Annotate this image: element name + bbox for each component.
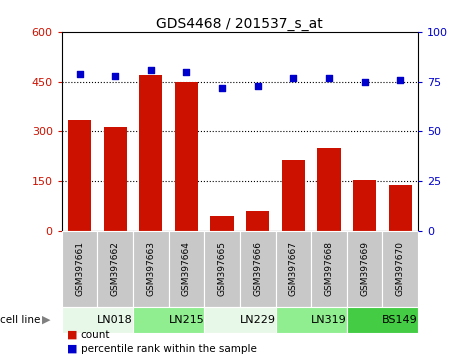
Bar (246, 211, 269, 231)
Text: LN229: LN229 (240, 315, 276, 325)
Text: BS149: BS149 (382, 315, 418, 325)
Bar (382, 231, 418, 307)
Text: ▶: ▶ (42, 315, 50, 325)
Text: LN215: LN215 (169, 315, 204, 325)
Bar (210, 216, 234, 231)
Bar (204, 231, 240, 307)
Bar (276, 231, 311, 307)
Text: ■: ■ (66, 330, 77, 339)
Point (254, 83, 261, 88)
Text: ■: ■ (66, 344, 77, 354)
Point (147, 67, 155, 73)
Text: GSM397665: GSM397665 (218, 241, 227, 297)
Text: GSM397663: GSM397663 (146, 241, 155, 297)
Point (325, 75, 332, 80)
Bar (240, 231, 276, 307)
Title: GDS4468 / 201537_s_at: GDS4468 / 201537_s_at (156, 17, 323, 31)
Bar (169, 231, 204, 307)
Bar (175, 82, 198, 231)
Text: GSM397670: GSM397670 (396, 241, 405, 297)
Bar (276, 307, 347, 333)
Text: GSM397662: GSM397662 (111, 241, 120, 296)
Bar (282, 160, 305, 231)
Text: cell line: cell line (0, 315, 41, 325)
Text: GSM397669: GSM397669 (360, 241, 369, 297)
Bar (62, 307, 133, 333)
Point (396, 77, 404, 82)
Bar (317, 148, 341, 231)
Bar (104, 126, 127, 231)
Point (361, 79, 369, 85)
Text: GSM397664: GSM397664 (182, 241, 191, 296)
Bar (133, 231, 169, 307)
Bar (389, 185, 412, 231)
Bar (311, 231, 347, 307)
Text: GSM397667: GSM397667 (289, 241, 298, 297)
Bar (133, 307, 204, 333)
Text: GSM397668: GSM397668 (324, 241, 333, 297)
Point (76, 71, 84, 76)
Bar (97, 231, 133, 307)
Bar (353, 179, 376, 231)
Point (182, 69, 190, 75)
Bar (139, 75, 162, 231)
Text: percentile rank within the sample: percentile rank within the sample (81, 344, 256, 354)
Bar (68, 120, 91, 231)
Text: LN319: LN319 (311, 315, 347, 325)
Bar (62, 231, 97, 307)
Bar (347, 231, 382, 307)
Point (218, 85, 226, 91)
Text: GSM397666: GSM397666 (253, 241, 262, 297)
Text: LN018: LN018 (97, 315, 133, 325)
Point (111, 73, 119, 79)
Text: count: count (81, 330, 110, 339)
Text: GSM397661: GSM397661 (75, 241, 84, 297)
Bar (204, 307, 276, 333)
Point (289, 75, 297, 80)
Bar (347, 307, 418, 333)
